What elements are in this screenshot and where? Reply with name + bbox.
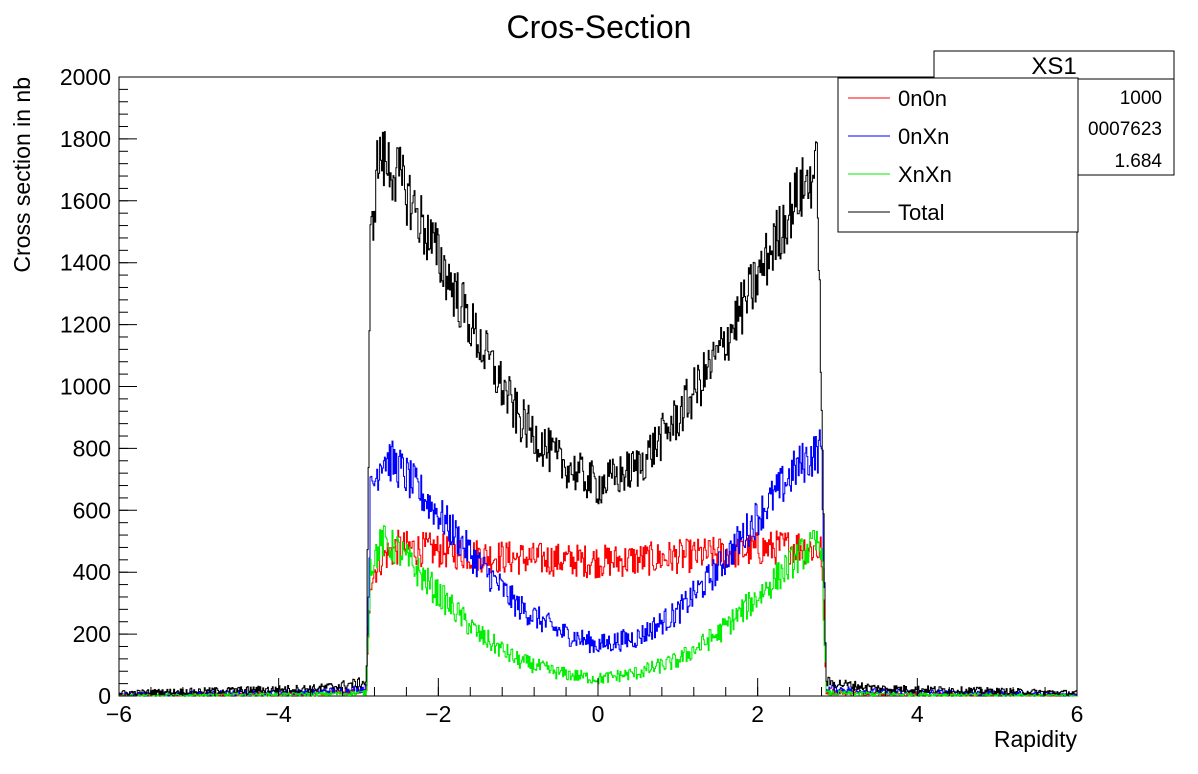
stats-value-stddev: 1.684 (1114, 151, 1162, 172)
series-line-xnxn (119, 525, 1077, 697)
stats-value-entries: 1000 (1120, 88, 1162, 109)
y-tick-label: 200 (73, 621, 111, 647)
y-tick-label: 1600 (60, 188, 111, 214)
series-line-total (119, 131, 1077, 696)
y-tick-label: 1400 (60, 250, 111, 276)
stats-value-mean: 0007623 (1088, 119, 1162, 140)
y-tick-label: 800 (73, 435, 111, 461)
legend: 0n0n 0nXn XnXn Total (837, 77, 1079, 233)
y-tick-label: 0 (98, 683, 111, 709)
series-line-0n0n (119, 529, 1077, 697)
x-axis: −6 −4 −2 0 2 4 6 (106, 678, 1084, 727)
x-tick-label: 2 (751, 701, 764, 727)
legend-label-0n0n: 0n0n (898, 86, 947, 111)
stats-box-title: XS1 (1031, 53, 1076, 80)
y-axis: 0 200 400 600 800 1000 1200 1400 1600 1800 2000 (60, 64, 137, 709)
x-tick-label: 4 (911, 701, 924, 727)
y-tick-label: 1000 (60, 374, 111, 400)
y-tick-label: 2000 (60, 64, 111, 90)
legend-frame (837, 77, 1079, 233)
y-tick-label: 600 (73, 497, 111, 523)
legend-entries: 0n0n 0nXn XnXn Total (848, 86, 952, 225)
x-tick-label: 6 (1071, 701, 1084, 727)
x-tick-label: −6 (106, 701, 132, 727)
x-tick-label: −2 (425, 701, 451, 727)
y-axis-title: Cross section in nb (9, 77, 35, 273)
plot-area: −6 −4 −2 0 2 4 6 0 200 400 600 800 1000 1200 1400 1600… (60, 64, 1084, 727)
legend-label-xnxn: XnXn (898, 162, 952, 187)
y-tick-label: 1800 (60, 126, 111, 152)
x-tick-label: 0 (592, 701, 605, 727)
legend-label-0nxn: 0nXn (898, 124, 949, 149)
y-tick-label: 400 (73, 559, 111, 585)
y-tick-label: 1200 (60, 312, 111, 338)
x-axis-title: Rapidity (994, 726, 1078, 752)
chart-title: Cros-Section (507, 9, 692, 45)
legend-label-total: Total (898, 200, 944, 225)
x-tick-label: −4 (266, 701, 292, 727)
